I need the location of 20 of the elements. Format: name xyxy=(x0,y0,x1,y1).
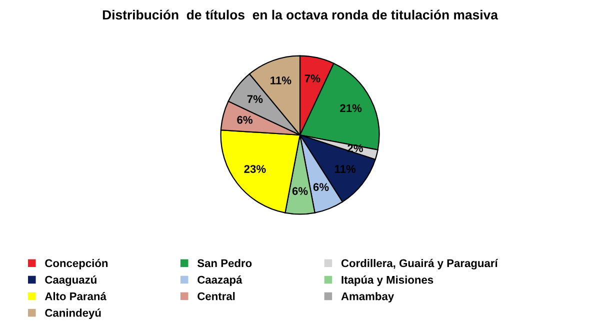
data-label: 6% xyxy=(237,116,253,124)
legend-label: Amambay xyxy=(341,292,394,302)
data-label: 7% xyxy=(304,74,320,82)
legend-label: Caazapá xyxy=(198,275,242,286)
legend-label: Concepción xyxy=(45,258,108,270)
legend-label: Canindeyú xyxy=(45,308,101,319)
data-label: 6% xyxy=(292,187,308,196)
data-label: 11% xyxy=(334,165,356,173)
legend-label: Alto Paraná xyxy=(44,292,106,300)
legend-label: Central xyxy=(198,292,235,300)
legend-label: Itapúa y Misiones xyxy=(342,276,434,286)
legend-label: San Pedro xyxy=(197,258,252,268)
data-label: 21% xyxy=(340,104,362,112)
data-label: 11% xyxy=(270,76,292,84)
legend-label: Cordillera, Guairá y Paraguarí xyxy=(341,258,498,270)
legend-label: Caaguazú xyxy=(45,275,96,286)
chart-title: Distribución de títulos en la octava ronda de titulación masiva xyxy=(102,10,498,20)
data-label: 7% xyxy=(247,95,263,104)
data-label: 23% xyxy=(244,165,266,173)
data-label: 6% xyxy=(313,183,329,191)
